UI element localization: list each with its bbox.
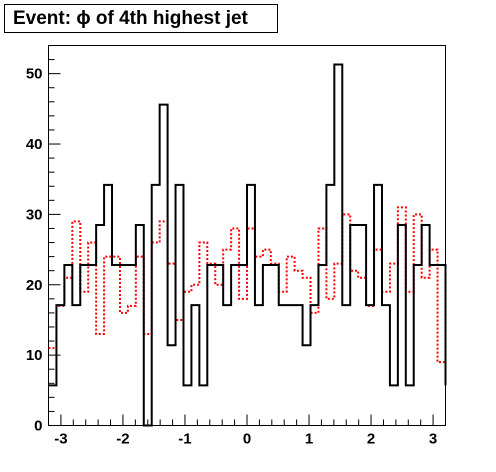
title-box [4,4,278,33]
x-tick-label: -2 [116,431,129,448]
x-tick-label: 3 [429,431,437,448]
series-black-solid-line [48,63,447,427]
x-tick-label: -1 [178,431,191,448]
x-tick-label: 0 [243,431,251,448]
series-group [48,63,447,427]
y-tick-label: 50 [26,66,43,83]
x-tick-label: 2 [367,431,375,448]
y-tick-label: 30 [26,206,43,223]
y-tick-label: 40 [26,136,43,153]
y-tick-label: 20 [26,277,43,294]
y-tick-label: 0 [34,418,42,435]
x-tick-label: 1 [305,431,313,448]
x-axis: -3 -2 -1 0 1 2 3 [48,414,446,448]
x-tick-label: -3 [54,431,67,448]
y-tick-label: 10 [26,347,43,364]
y-axis: 0 10 20 30 40 50 [26,45,61,435]
series-red-dotted-line [48,206,446,364]
chart-title: Event: ϕ of 4th highest jet [13,8,249,29]
